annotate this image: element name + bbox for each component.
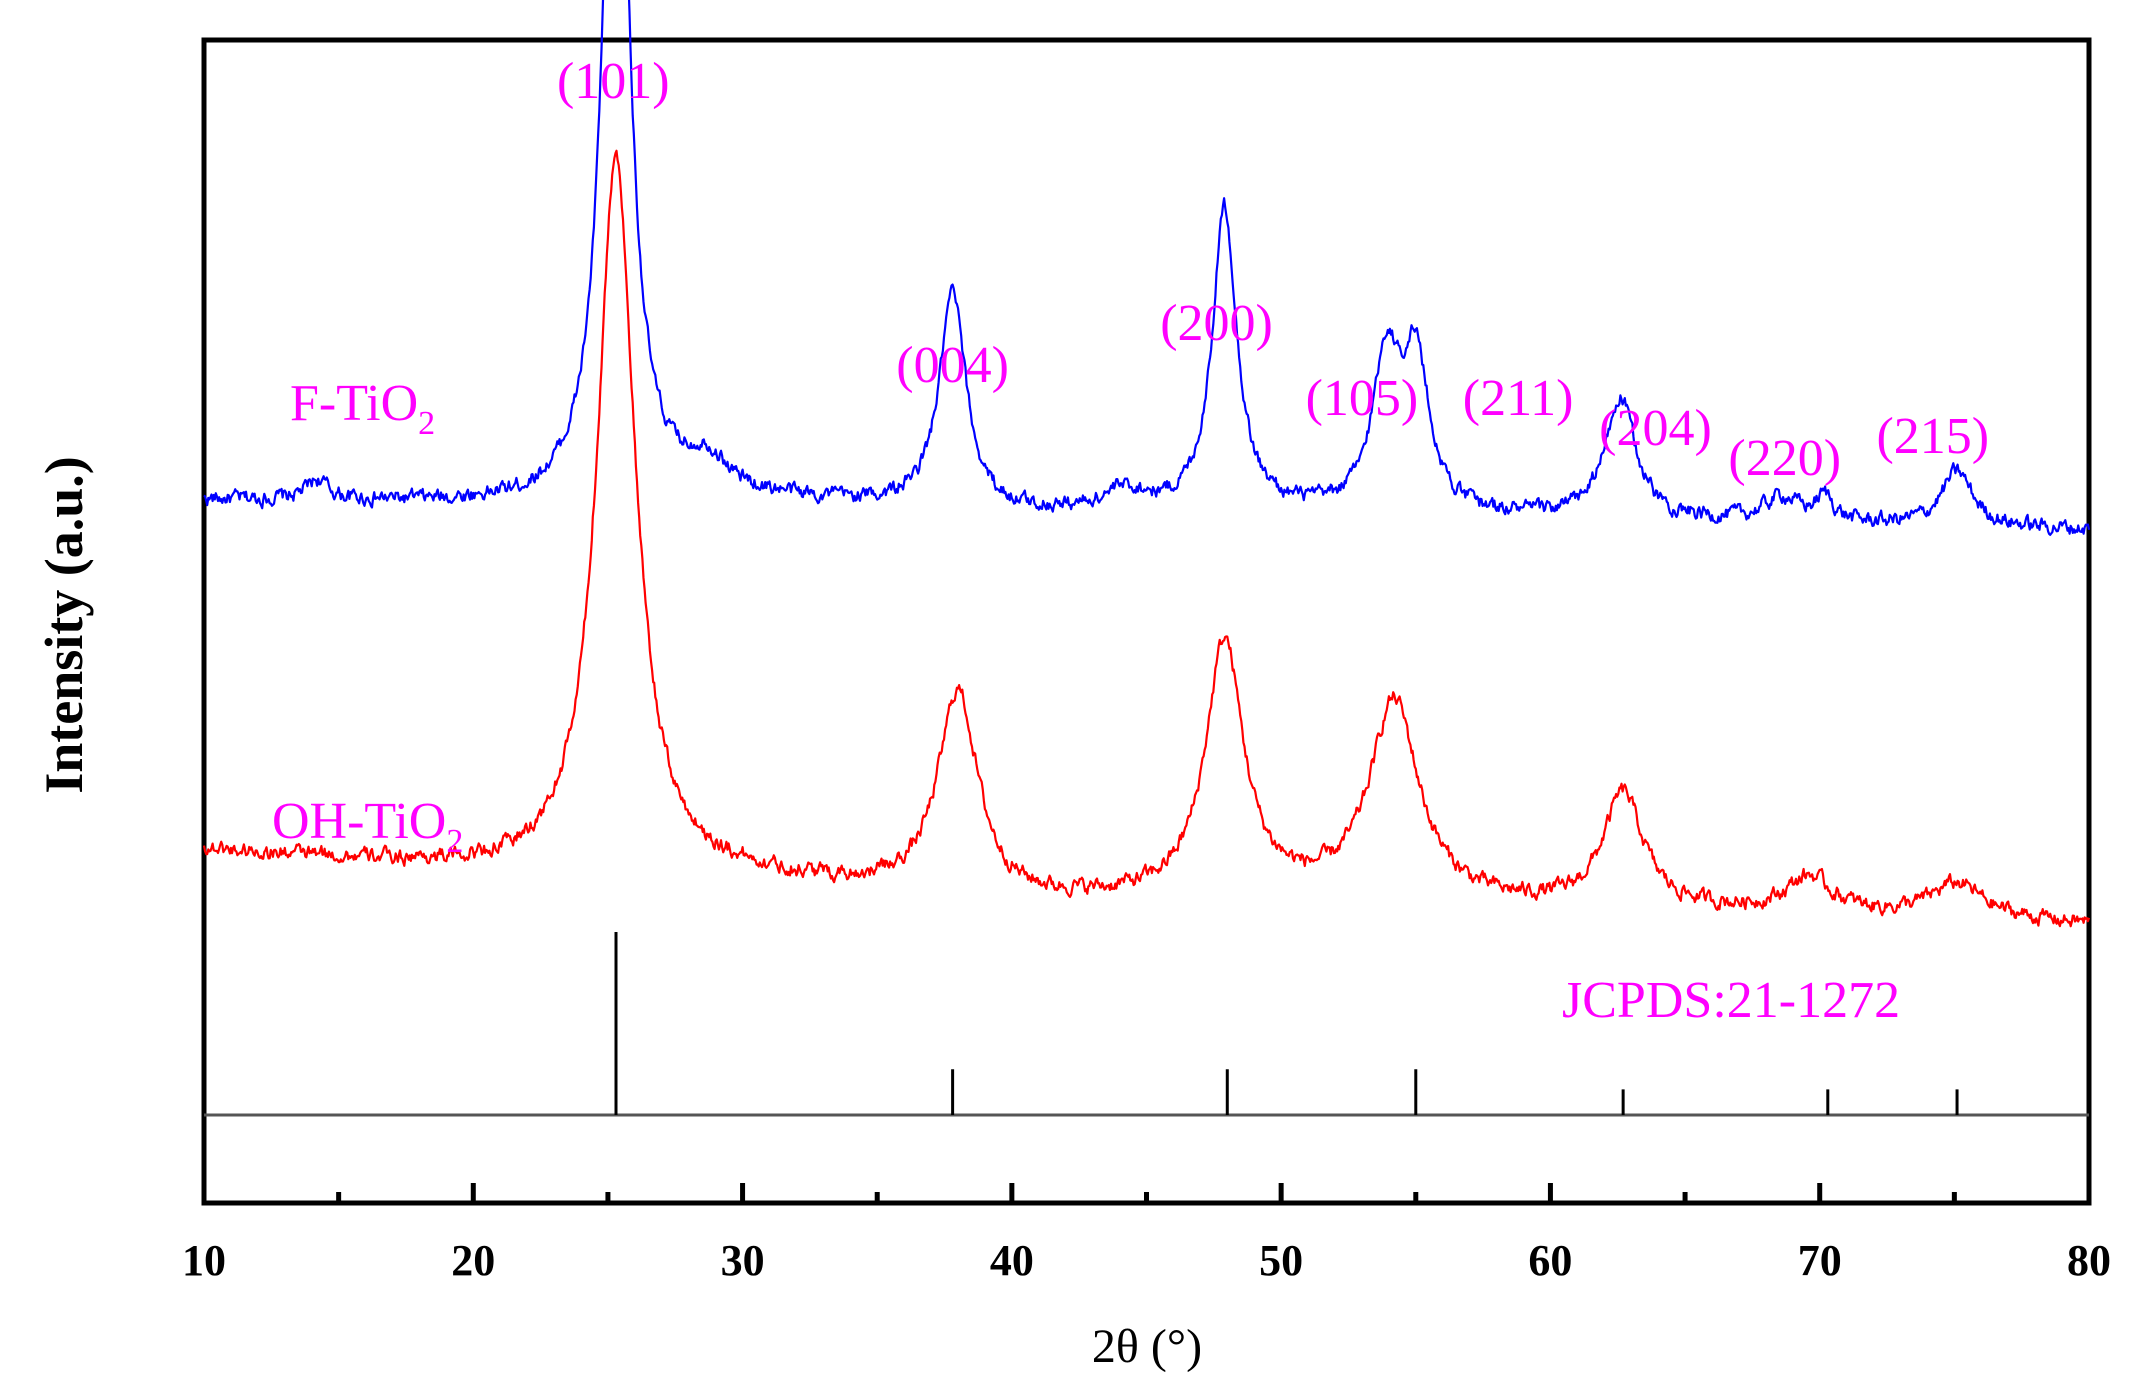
- x-tick-label: 80: [2067, 1236, 2111, 1285]
- major-ticks: [201, 1183, 2092, 1203]
- peak-label: (101): [557, 53, 670, 110]
- x-tick-label: 50: [1259, 1236, 1303, 1285]
- series-label-oh-tio2-main: OH-TiO: [272, 793, 446, 850]
- series-label-f-tio2: F-TiO2: [290, 375, 435, 442]
- x-tick-label: 60: [1528, 1236, 1572, 1285]
- peak-label: (215): [1876, 408, 1989, 465]
- x-tick-label: 70: [1798, 1236, 1842, 1285]
- reference-label: JCPDS:21-1272: [1562, 972, 1900, 1029]
- series-label-f-tio2-sub: 2: [418, 405, 435, 442]
- series-line-f-tio2: [203, 0, 2091, 536]
- peak-label: (105): [1306, 370, 1419, 427]
- series-label-oh-tio2: OH-TiO2: [272, 793, 463, 860]
- series-label-f-tio2-main: F-TiO: [290, 375, 418, 432]
- x-tick-label: 10: [182, 1236, 226, 1285]
- peak-label: (004): [896, 337, 1009, 394]
- x-axis-title: 2θ (°): [1092, 1320, 1202, 1373]
- x-tick-label: 30: [721, 1236, 765, 1285]
- series-line-oh-tio2: [202, 149, 2091, 928]
- peak-label: (204): [1599, 400, 1712, 457]
- peak-label: (220): [1728, 430, 1841, 487]
- minor-ticks: [336, 1192, 1957, 1203]
- peak-labels: (101) (004) (200) (105) (211) (204) (220) (215): [557, 53, 1989, 487]
- x-tick-label: 20: [451, 1236, 495, 1285]
- x-tick-labels: 10 20 30 40 50 60 70 80: [182, 1236, 2111, 1285]
- x-tick-label: 40: [990, 1236, 1034, 1285]
- series-label-oh-tio2-sub: 2: [446, 823, 463, 860]
- y-axis-title: Intensity (a.u.): [34, 456, 94, 794]
- series-lines: [202, 0, 2091, 928]
- peak-label: (200): [1160, 295, 1273, 352]
- reference-lines: [614, 932, 1959, 1115]
- peak-label: (211): [1463, 370, 1574, 427]
